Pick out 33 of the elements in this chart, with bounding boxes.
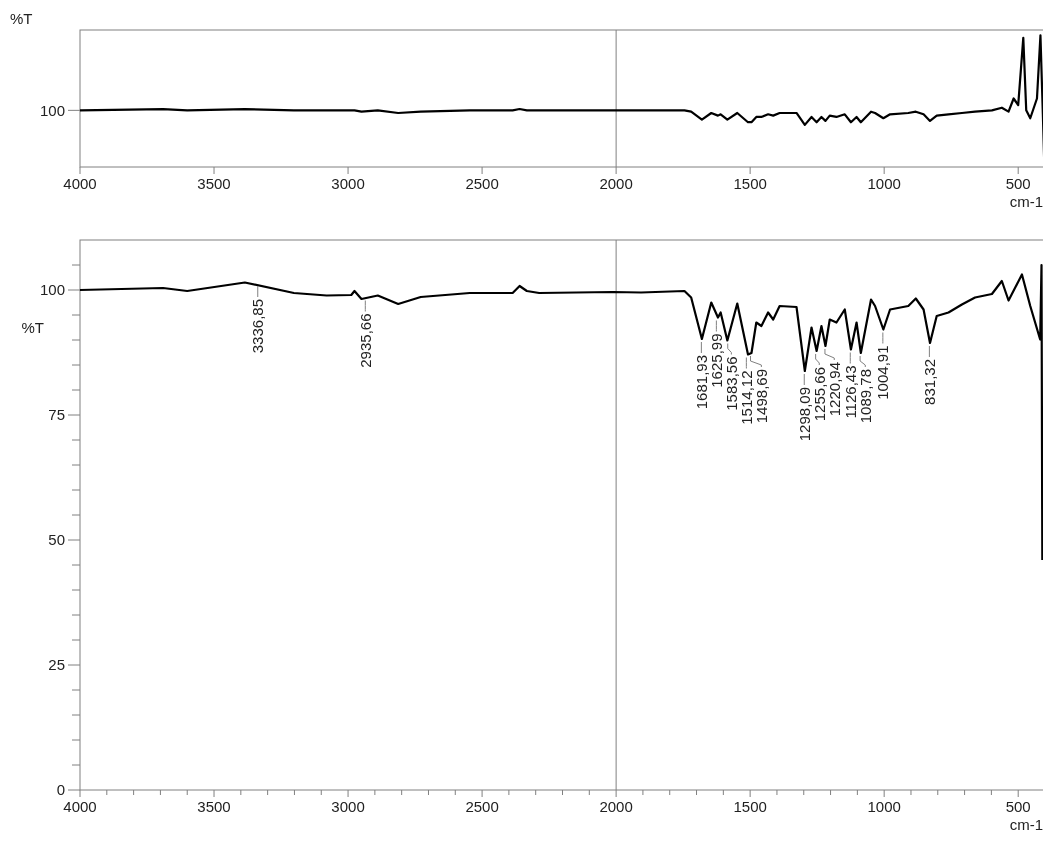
y-tick-label: 0	[56, 781, 65, 799]
annotation: 1681,93	[692, 355, 710, 410]
annotation: 3336,85	[249, 299, 267, 354]
x-tick-label: 3500	[197, 798, 231, 815]
x-axis-title: cm-1	[1009, 816, 1043, 833]
y-tick-label: 25	[48, 656, 65, 674]
annotation: 831,32	[920, 359, 938, 405]
x-axis-title: cm-1	[1009, 193, 1043, 210]
x-tick-label: 1500	[733, 175, 767, 192]
x-tick-label: 4000	[63, 798, 97, 815]
x-tick-label: 2000	[599, 798, 633, 815]
x-tick-label: 3000	[331, 798, 365, 815]
x-tick-label: 1500	[733, 798, 767, 815]
x-tick-label: 4000	[63, 175, 97, 192]
x-tick-label: 1000	[867, 175, 901, 192]
x-tick-label: 1000	[867, 798, 901, 815]
annotation: 2935,66	[356, 313, 374, 368]
x-tick-label: 2500	[465, 175, 499, 192]
y-tick-label: 100	[39, 281, 65, 299]
annotation: 1583,56	[722, 356, 740, 411]
x-tick-label: 2000	[599, 175, 633, 192]
y-axis-title: %T	[21, 319, 44, 337]
annotation: 1004,91	[874, 345, 892, 400]
annotation: 1126,43	[841, 365, 859, 419]
y-axis-title: %T	[10, 10, 33, 27]
y-tick-label: 75	[48, 406, 65, 424]
x-tick-label: 2500	[465, 798, 499, 815]
x-tick-label: 500	[1005, 798, 1031, 815]
x-tick-label: 3000	[331, 175, 365, 192]
annotation: 1298,09	[795, 387, 813, 442]
y-tick-label: 50	[48, 531, 65, 549]
x-tick-label: 3500	[197, 175, 231, 192]
x-tick-label: 500	[1005, 175, 1031, 192]
